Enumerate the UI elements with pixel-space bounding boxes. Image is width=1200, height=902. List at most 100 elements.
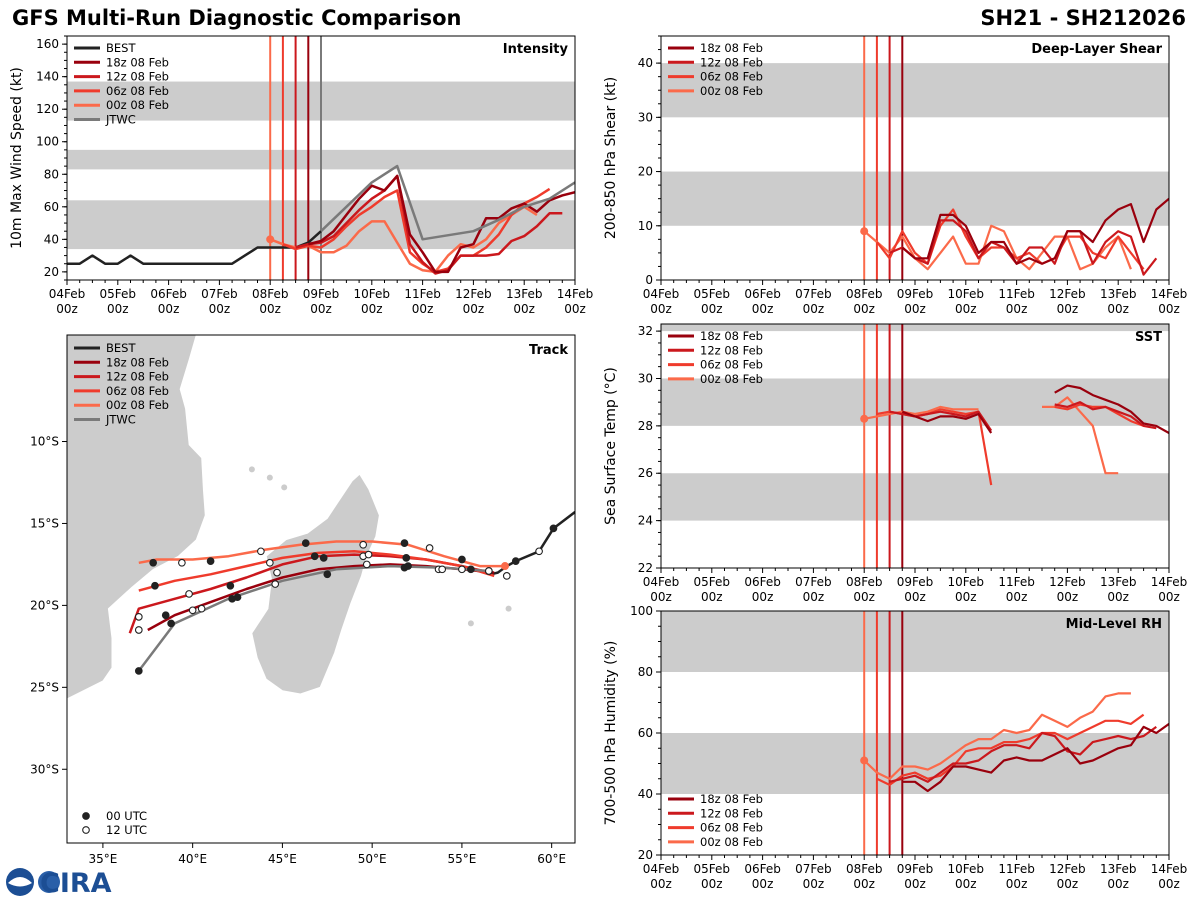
track-point-00utc bbox=[323, 570, 332, 579]
rh-xtick-label-hour: 00z bbox=[701, 877, 723, 891]
intensity-ytick-label: 80 bbox=[44, 167, 59, 181]
intensity-xtick-label-hour: 00z bbox=[564, 302, 586, 316]
track-ytick-label: 10°S bbox=[30, 435, 59, 449]
track-point-00utc bbox=[400, 563, 409, 572]
track-legend-label: BEST bbox=[106, 341, 136, 355]
intensity-panel: 2040608010012014016004Feb00z05Feb00z06Fe… bbox=[9, 35, 594, 316]
shear-xtick-label-hour: 00z bbox=[904, 302, 926, 316]
shear-ytick-label: 30 bbox=[638, 110, 653, 124]
intensity-xtick-label-hour: 00z bbox=[412, 302, 434, 316]
rh-series-18z-08-feb-0 bbox=[902, 723, 1169, 793]
shear-panel: 01020304004Feb00z05Feb00z06Feb00z07Feb00… bbox=[603, 35, 1187, 316]
shear-band-0 bbox=[661, 171, 1169, 226]
rh-xtick-label-day: 06Feb bbox=[744, 862, 781, 876]
track-legend-label: 00z 08 Feb bbox=[106, 398, 169, 412]
track-point-12utc bbox=[502, 572, 511, 580]
intensity-ylabel: 10m Max Wind Speed (kt) bbox=[9, 67, 25, 249]
sst-xtick-label-day: 11Feb bbox=[998, 575, 1035, 589]
intensity-legend-label: 00z 08 Feb bbox=[106, 98, 169, 112]
track-point-12utc bbox=[359, 540, 368, 549]
track-marker-legend-label: 00 UTC bbox=[106, 809, 147, 823]
rh-ytick-label: 60 bbox=[638, 726, 653, 740]
rh-xtick-label-day: 09Feb bbox=[897, 862, 934, 876]
intensity-ytick-label: 40 bbox=[44, 232, 59, 246]
track-ytick-label: 25°S bbox=[30, 680, 59, 694]
track-line-00z-08-feb bbox=[138, 540, 505, 568]
sst-xtick-label-hour: 00z bbox=[1158, 590, 1180, 604]
sst-series-06z-08-feb-1 bbox=[1054, 403, 1144, 427]
intensity-xtick-label-day: 08Feb bbox=[252, 287, 289, 301]
sst-title: SST bbox=[1135, 330, 1162, 345]
shear-legend-label: 18z 08 Feb bbox=[700, 41, 763, 55]
shear-xtick-label-day: 09Feb bbox=[897, 287, 934, 301]
track-xtick-label: 45°E bbox=[268, 852, 297, 866]
rh-xtick-label-hour: 00z bbox=[1057, 877, 1079, 891]
track-line-06z-08-feb bbox=[138, 550, 495, 592]
intensity-ytick-label: 140 bbox=[36, 70, 59, 84]
intensity-series-18z-08-feb-0 bbox=[307, 174, 575, 274]
track-point-12utc bbox=[458, 565, 466, 574]
track-legend-label: 18z 08 Feb bbox=[106, 355, 169, 369]
track-legend-label: 12z 08 Feb bbox=[106, 370, 169, 384]
rh-xtick-label-day: 13Feb bbox=[1100, 862, 1137, 876]
track-point-12utc bbox=[438, 565, 447, 574]
track-xtick-label: 55°E bbox=[447, 852, 476, 866]
shear-series-00z-08-feb-0 bbox=[863, 224, 1132, 271]
intensity-series-06z-08-feb-0 bbox=[282, 187, 551, 274]
track-point-12utc bbox=[185, 590, 193, 598]
shear-xtick-label-day: 06Feb bbox=[744, 287, 781, 301]
sst-ytick-label: 28 bbox=[638, 419, 653, 433]
intensity-legend-label: 06z 08 Feb bbox=[106, 84, 169, 98]
rh-xtick-label-day: 11Feb bbox=[998, 862, 1035, 876]
sst-ytick-label: 32 bbox=[638, 324, 653, 338]
track-point-00utc bbox=[149, 558, 158, 567]
shear-xtick-label-hour: 00z bbox=[1006, 302, 1028, 316]
sst-series-12z-08-feb-1 bbox=[1054, 401, 1157, 430]
rh-series-00z-08-feb-0 bbox=[863, 692, 1131, 780]
sst-panel: 22242628303204Feb00z05Feb00z06Feb00z07Fe… bbox=[603, 323, 1187, 604]
intensity-xtick-label-hour: 00z bbox=[259, 302, 281, 316]
track-point-00utc bbox=[167, 619, 175, 628]
track-point-12utc bbox=[362, 560, 371, 569]
rh-ylabel: 700-500 hPa Humidity (%) bbox=[603, 641, 619, 826]
track-marker-legend-dot bbox=[82, 826, 90, 834]
shear-ytick-label: 0 bbox=[645, 273, 653, 287]
track-point-12utc bbox=[484, 567, 493, 575]
track-point-12utc bbox=[265, 558, 274, 567]
track-point-12utc bbox=[188, 606, 197, 615]
shear-ylabel: 200-850 hPa Shear (kt) bbox=[603, 77, 619, 239]
rh-legend-label: 06z 08 Feb bbox=[700, 821, 763, 835]
intensity-ytick-label: 60 bbox=[44, 200, 59, 214]
intensity-xtick-label-hour: 00z bbox=[310, 302, 332, 316]
globe-icon bbox=[38, 871, 60, 893]
track-point-00utc bbox=[228, 594, 236, 603]
track-point-00utc bbox=[319, 554, 328, 562]
rh-xtick-label-day: 10Feb bbox=[948, 862, 985, 876]
sst-xtick-label-hour: 00z bbox=[650, 590, 672, 604]
shear-xtick-label-hour: 00z bbox=[701, 302, 723, 316]
rh-xtick-label-day: 14Feb bbox=[1151, 862, 1188, 876]
track-point-12utc bbox=[134, 626, 143, 634]
shear-xtick-label-hour: 00z bbox=[1158, 302, 1180, 316]
rh-xtick-label-day: 12Feb bbox=[1049, 862, 1086, 876]
track-point-00utc bbox=[301, 539, 310, 547]
sst-series-12z-08-feb-0 bbox=[889, 410, 993, 432]
intensity-xtick-label-day: 12Feb bbox=[455, 287, 492, 301]
track-point-00utc bbox=[161, 611, 170, 620]
intensity-xtick-label-day: 14Feb bbox=[557, 287, 594, 301]
sst-init-marker-r00z bbox=[860, 414, 869, 423]
rh-xtick-label-day: 08Feb bbox=[846, 862, 883, 876]
sst-xtick-label-hour: 00z bbox=[1057, 590, 1079, 604]
intensity-xtick-label-hour: 00z bbox=[361, 302, 383, 316]
island-1 bbox=[266, 474, 273, 481]
track-frame bbox=[66, 334, 576, 844]
shear-xtick-label-day: 07Feb bbox=[795, 287, 832, 301]
shear-legend-label: 00z 08 Feb bbox=[700, 84, 763, 98]
intensity-xtick-label-hour: 00z bbox=[463, 302, 485, 316]
track-point-00utc bbox=[467, 565, 475, 574]
shear-xtick-label-day: 05Feb bbox=[694, 287, 731, 301]
sst-legend-label: 06z 08 Feb bbox=[700, 358, 763, 372]
track-line-jtwc bbox=[137, 564, 489, 672]
sst-xtick-label-day: 10Feb bbox=[948, 575, 985, 589]
track-legend-label: 06z 08 Feb bbox=[106, 384, 169, 398]
